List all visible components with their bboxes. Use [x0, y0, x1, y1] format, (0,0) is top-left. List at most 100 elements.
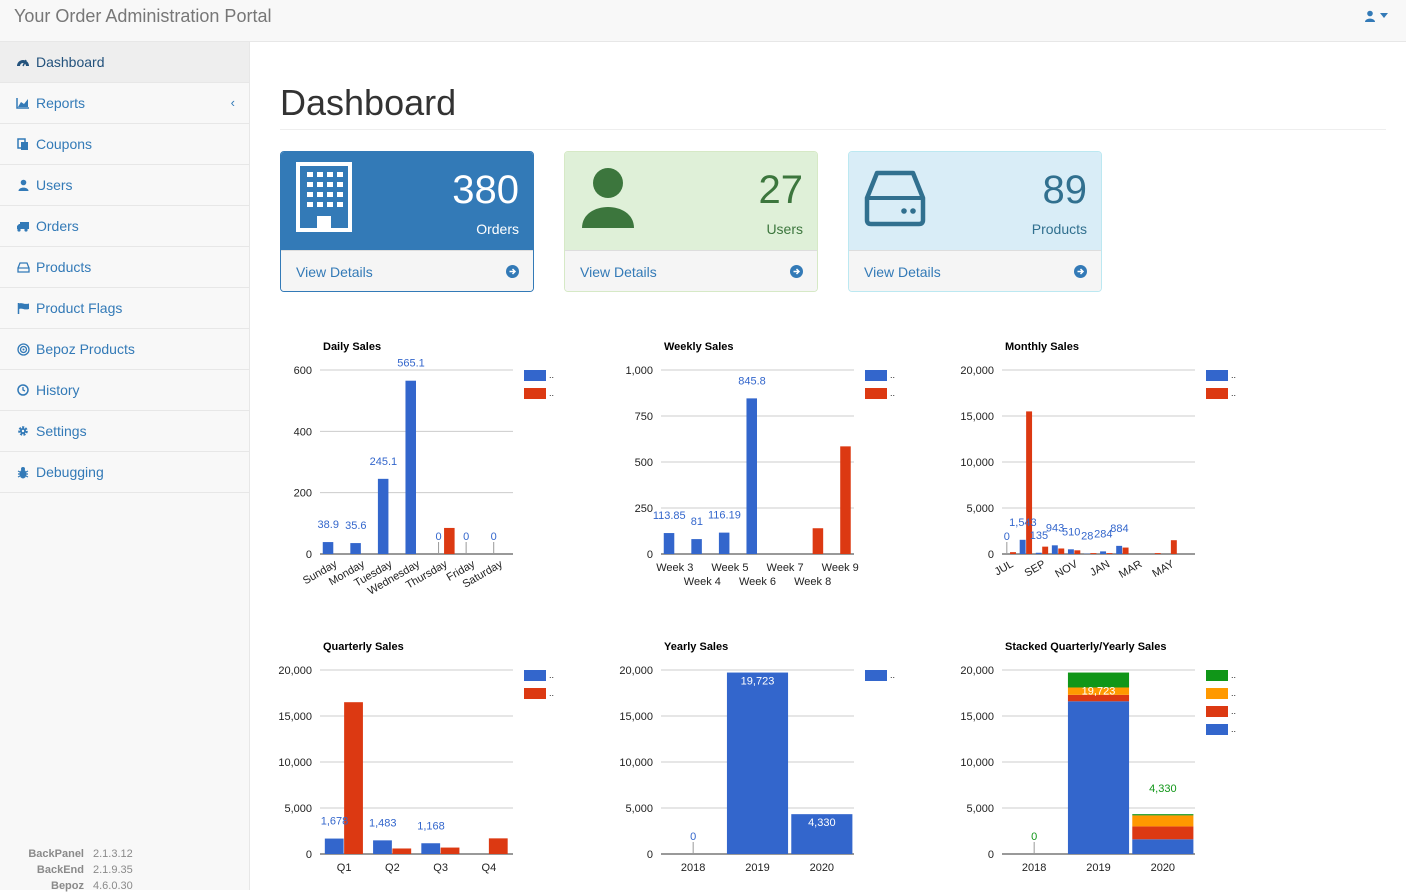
- bar: [323, 542, 334, 554]
- products-view-details[interactable]: View Details: [849, 250, 1101, 292]
- sidebar-item-label: Settings: [36, 423, 87, 439]
- top-navbar: Your Order Administration Portal: [0, 0, 1406, 42]
- legend-label: ..: [1231, 670, 1236, 680]
- y-tick-label: 20,000: [619, 665, 653, 677]
- app-title[interactable]: Your Order Administration Portal: [14, 6, 271, 27]
- sidebar-item-debugging[interactable]: Debugging: [0, 452, 249, 493]
- sidebar-item-label: Debugging: [36, 464, 104, 480]
- y-tick-label: 1,000: [625, 365, 653, 377]
- bullseye-icon: [16, 342, 30, 356]
- x-tick-label: Q1: [337, 862, 352, 874]
- data-label: 245.1: [370, 456, 398, 468]
- legend-label: ..: [1231, 370, 1236, 380]
- user-menu[interactable]: [1364, 10, 1388, 22]
- bar: [1107, 553, 1113, 554]
- user-icon: [1364, 10, 1376, 22]
- data-label: 845.8: [738, 375, 766, 387]
- x-tick-label: MAY: [1150, 558, 1177, 580]
- legend-swatch: [865, 388, 887, 399]
- y-tick-label: 0: [647, 849, 653, 861]
- y-tick-label: 0: [988, 549, 994, 561]
- bar: [444, 528, 455, 554]
- sidebar-item-reports[interactable]: Reports ‹: [0, 83, 249, 124]
- data-label: 0: [1004, 531, 1010, 543]
- x-tick-label: 2020: [1151, 862, 1175, 874]
- weekly-sales-chart: Weekly Sales02505007501,000....113.85Wee…: [611, 330, 921, 600]
- data-label: 28: [1081, 531, 1093, 543]
- sidebar-item-settings[interactable]: Settings: [0, 411, 249, 452]
- legend-label: ..: [890, 370, 895, 380]
- sidebar-item-dashboard[interactable]: Dashboard: [0, 42, 249, 83]
- legend-swatch: [1206, 724, 1228, 735]
- x-tick-label: 2020: [810, 862, 834, 874]
- data-label: 1,678: [321, 816, 349, 828]
- sidebar-item-label: Bepoz Products: [36, 341, 135, 357]
- users-view-details[interactable]: View Details: [565, 250, 817, 292]
- sidebar-item-label: Product Flags: [36, 300, 122, 316]
- legend-swatch: [1206, 688, 1228, 699]
- legend-swatch: [1206, 388, 1228, 399]
- data-label: 0: [1031, 831, 1037, 843]
- monthly-sales-chart: Monthly Sales05,00010,00015,00020,000...…: [952, 330, 1262, 600]
- bar: [1100, 551, 1106, 554]
- yearly-sales-chart: Yearly Sales05,00010,00015,00020,000..02…: [611, 630, 921, 880]
- legend-swatch: [1206, 670, 1228, 681]
- y-tick-label: 10,000: [960, 757, 994, 769]
- view-details-link[interactable]: View Details: [580, 264, 657, 280]
- x-tick-label: 2019: [1086, 862, 1110, 874]
- sidebar-item-users[interactable]: Users: [0, 165, 249, 206]
- bar: [719, 533, 730, 554]
- divider: [280, 129, 1386, 130]
- bar: [373, 840, 392, 854]
- view-details-link[interactable]: View Details: [296, 264, 373, 280]
- arrow-circle-right-icon: [790, 265, 803, 278]
- dashboard-icon: [16, 55, 30, 69]
- x-tick-label: JAN: [1088, 558, 1112, 579]
- chevron-left-icon[interactable]: ‹: [231, 95, 235, 110]
- bar: [325, 839, 344, 854]
- data-label: 19,723: [741, 676, 775, 688]
- view-details-link[interactable]: View Details: [864, 264, 941, 280]
- sidebar-item-products[interactable]: Products: [0, 247, 249, 288]
- sidebar-item-orders[interactable]: Orders: [0, 206, 249, 247]
- data-label: 1,168: [417, 820, 445, 832]
- y-tick-label: 10,000: [278, 757, 312, 769]
- bar: [1116, 546, 1122, 554]
- legend-swatch: [865, 370, 887, 381]
- bar: [1155, 553, 1161, 554]
- sidebar-item-history[interactable]: History: [0, 370, 249, 411]
- flag-icon: [16, 301, 30, 315]
- x-tick-label: NOV: [1053, 558, 1080, 581]
- products-panel: 89 Products View Details: [848, 151, 1102, 292]
- data-label: 0: [463, 531, 469, 543]
- y-tick-label: 0: [988, 849, 994, 861]
- bar: [350, 543, 361, 554]
- x-tick-label: Week 9: [822, 562, 859, 574]
- page-title: Dashboard: [280, 82, 456, 124]
- bar: [840, 446, 851, 554]
- data-label: 4,330: [1149, 783, 1177, 795]
- sidebar-item-label: Orders: [36, 218, 79, 234]
- bar: [1020, 540, 1026, 554]
- data-label: 113.85: [653, 510, 686, 522]
- legend-swatch: [524, 670, 546, 681]
- y-tick-label: 600: [294, 365, 312, 377]
- bar: [1052, 545, 1058, 554]
- orders-view-details[interactable]: View Details: [281, 250, 533, 292]
- legend-swatch: [524, 388, 546, 399]
- legend-swatch: [1206, 370, 1228, 381]
- orders-label: Orders: [476, 221, 519, 237]
- legend-label: ..: [549, 688, 554, 698]
- sidebar-item-coupons[interactable]: Coupons: [0, 124, 249, 165]
- sidebar-item-bepoz-products[interactable]: Bepoz Products: [0, 329, 249, 370]
- legend-swatch: [1206, 706, 1228, 717]
- bar-segment: [1068, 701, 1129, 854]
- chart-title: Stacked Quarterly/Yearly Sales: [1005, 641, 1166, 653]
- bar: [1123, 548, 1129, 554]
- users-count: 27: [759, 168, 804, 213]
- products-label: Products: [1032, 221, 1087, 237]
- sidebar-item-product-flags[interactable]: Product Flags: [0, 288, 249, 329]
- data-label: 1,543: [1009, 517, 1037, 529]
